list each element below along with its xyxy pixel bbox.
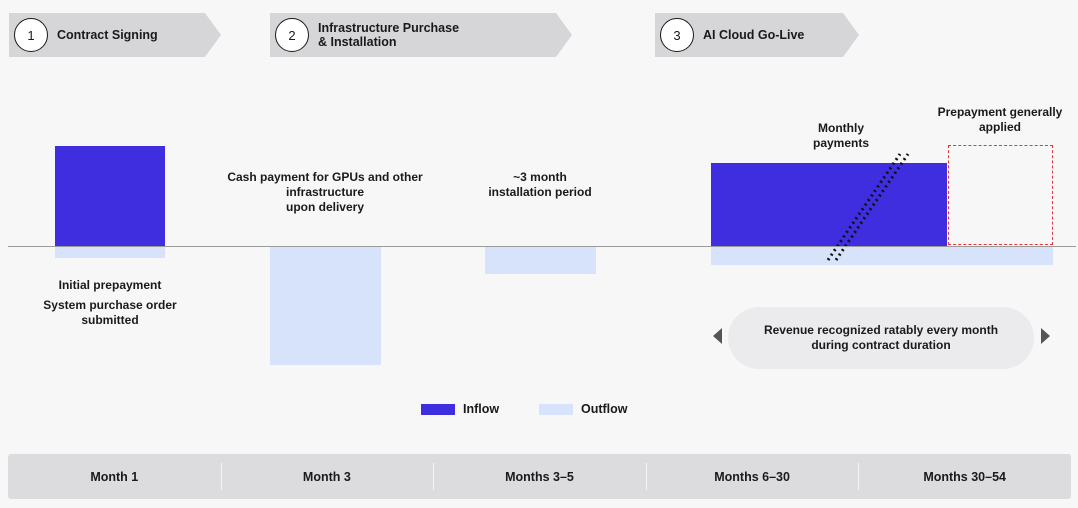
step-label: Contract Signing xyxy=(57,28,158,42)
legend-inflow-swatch xyxy=(421,403,455,415)
timeline-months-3-5: Months 3–5 xyxy=(433,454,646,499)
initial-prepayment-inflow-box xyxy=(55,146,165,247)
timeline-bar: Month 1 Month 3 Months 3–5 Months 6–30 M… xyxy=(8,454,1071,499)
step-chevron-shape xyxy=(9,13,221,57)
timeline-months-6-30: Months 6–30 xyxy=(645,454,859,499)
operating-outflow-bar xyxy=(711,247,1053,265)
step-label: AI Cloud Go-Live xyxy=(703,28,805,42)
initial-outflow-box xyxy=(55,246,165,258)
revenue-recognized-pill: Revenue recognized ratably every month d… xyxy=(728,307,1034,369)
prepayment-applied-label: Prepayment generally applied xyxy=(937,105,1063,134)
timeline-month-3: Month 3 xyxy=(220,454,434,499)
timeline-month-1: Month 1 xyxy=(90,469,139,484)
cash-payment-label: Cash payment for GPUs and other infrastr… xyxy=(227,170,423,214)
timeline-months-30-54: Months 30–54 xyxy=(858,454,1071,499)
initial-prepayment-label: Initial prepayment xyxy=(58,278,162,292)
legend-inflow: Inflow xyxy=(421,402,499,416)
prepayment-applied-dashed-box xyxy=(948,145,1053,245)
legend-outflow: Outflow xyxy=(539,402,628,416)
zero-axis-line xyxy=(8,246,1076,247)
step-infrastructure-purchase: 2 Infrastructure Purchase & Installation xyxy=(270,13,572,57)
arrow-right-icon xyxy=(1041,328,1050,344)
monthly-payments-label: Monthly payments xyxy=(812,121,870,150)
installation-outflow-box xyxy=(485,247,596,274)
installation-period-label: ~3 month installation period xyxy=(488,170,592,199)
legend-inflow-label: Inflow xyxy=(463,402,500,416)
step-contract-signing: 1 Contract Signing xyxy=(9,13,221,57)
step-number: 2 xyxy=(275,18,309,52)
step-number: 3 xyxy=(660,18,694,52)
step-label: Infrastructure Purchase & Installation xyxy=(318,21,460,49)
step-ai-cloud-go-live: 3 AI Cloud Go-Live xyxy=(655,13,859,57)
legend-outflow-swatch xyxy=(539,403,573,415)
step-chevron-shape xyxy=(655,13,859,57)
legend-outflow-label: Outflow xyxy=(581,402,628,416)
step-number: 1 xyxy=(14,18,48,52)
gpu-payment-outflow-box xyxy=(270,247,381,365)
monthly-payments-inflow-box xyxy=(711,163,947,247)
arrow-left-icon xyxy=(713,328,722,344)
step-chevron-shape xyxy=(270,13,572,57)
po-submitted-label: System purchase order submitted xyxy=(43,298,177,327)
